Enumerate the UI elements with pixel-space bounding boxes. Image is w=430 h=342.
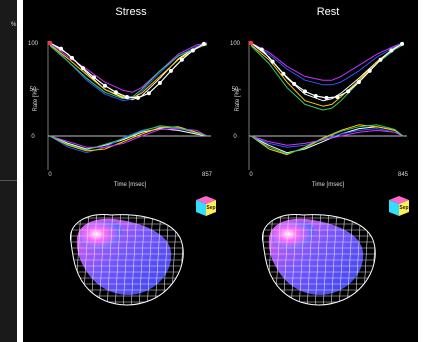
rest-marker-point bbox=[324, 95, 329, 100]
cube-label: Sep bbox=[399, 205, 408, 211]
stress-marker-point bbox=[190, 48, 195, 53]
stress-marker-point bbox=[168, 68, 173, 73]
rest-xlabel: Time [msec] bbox=[312, 182, 345, 188]
chart-canvas: Stress 100 50 0 Rate [%] 0 857 Time [mse… bbox=[28, 6, 409, 310]
rest-marker-point bbox=[346, 89, 351, 94]
rest-xtick-end: 845 bbox=[398, 172, 409, 178]
cube-right-face bbox=[206, 200, 216, 216]
rest-ylabel: Rate [%] bbox=[235, 88, 241, 111]
stress-marker-point bbox=[91, 75, 96, 80]
rest-start-marker bbox=[248, 40, 254, 46]
inner-cap bbox=[271, 221, 315, 250]
stress-ytick-100: 100 bbox=[28, 41, 39, 47]
rest-series-4 bbox=[250, 44, 404, 111]
rest-orientation-cube[interactable]: Sep bbox=[389, 196, 409, 216]
stress-xtick-end: 857 bbox=[202, 172, 213, 178]
stress-marker-point bbox=[157, 80, 162, 85]
stress-marker-point bbox=[201, 41, 206, 46]
cube-label: Sep bbox=[206, 205, 215, 211]
left-strip-divider bbox=[0, 180, 17, 181]
rest-lower-series-2 bbox=[250, 124, 404, 156]
outer-shell bbox=[69, 214, 184, 306]
stress-marker-point bbox=[113, 90, 118, 95]
rest-marker-point bbox=[335, 94, 340, 99]
rest-marker-point bbox=[378, 57, 383, 62]
stress-marker-point bbox=[58, 46, 63, 51]
rest-marker-point bbox=[281, 71, 286, 76]
rest-marker-point bbox=[389, 48, 394, 53]
wire-mesh bbox=[70, 214, 184, 305]
rest-marker-point bbox=[302, 89, 307, 94]
rest-series-1 bbox=[250, 42, 404, 86]
rest-lower-series-1 bbox=[250, 128, 404, 148]
rest-title: Rest bbox=[317, 6, 340, 18]
right-margin bbox=[418, 0, 430, 342]
stress-series-3 bbox=[49, 42, 208, 93]
rest-lower-series-3 bbox=[250, 129, 404, 146]
stress-marker-point bbox=[80, 66, 85, 71]
stress-orientation-cube[interactable]: Sep bbox=[196, 196, 216, 216]
stress-marker-point bbox=[146, 91, 151, 96]
rest-marker-point bbox=[292, 81, 297, 86]
stress-lower-series-3 bbox=[49, 128, 208, 148]
stress-marker-point bbox=[124, 94, 129, 99]
stress-xtick-start: 0 bbox=[48, 172, 52, 178]
plot-layer bbox=[47, 40, 407, 170]
rest-ytick-50: 50 bbox=[232, 87, 239, 93]
stress-lower-series-4 bbox=[49, 125, 208, 151]
rest-marker-point bbox=[367, 68, 372, 73]
rest-series-3 bbox=[250, 42, 404, 81]
stress-lower-series-2 bbox=[49, 126, 208, 152]
stress-xlabel: Time [msec] bbox=[114, 182, 147, 188]
rest-marker-point bbox=[270, 59, 275, 64]
left-strip-mark: % bbox=[11, 22, 17, 28]
inner-cap bbox=[79, 221, 123, 250]
stress-title: Stress bbox=[115, 6, 147, 18]
rest-3d-heart[interactable] bbox=[255, 208, 385, 310]
viewer-panel: Stress 100 50 0 Rate [%] 0 857 Time [mse… bbox=[23, 0, 418, 342]
stress-start-marker bbox=[47, 40, 53, 46]
stress-ytick-50: 50 bbox=[30, 87, 37, 93]
stress-marker-point bbox=[179, 57, 184, 62]
rest-marker-point bbox=[400, 41, 405, 46]
cube-right-face bbox=[399, 200, 409, 216]
stress-lower-series-0 bbox=[49, 128, 208, 150]
stress-marker-point bbox=[69, 55, 74, 60]
rest-ytick-100: 100 bbox=[230, 41, 241, 47]
rest-ytick-0: 0 bbox=[233, 134, 237, 140]
cube-left-face bbox=[389, 200, 399, 216]
rest-series-0 bbox=[250, 42, 404, 102]
rest-marker-point bbox=[356, 80, 361, 85]
cube-left-face bbox=[196, 200, 206, 216]
stress-ylabel: Rate [%] bbox=[33, 88, 39, 111]
stress-marker-line bbox=[49, 42, 205, 99]
outer-shell bbox=[261, 214, 376, 306]
rest-marker-point bbox=[259, 47, 264, 52]
stress-3d-heart[interactable] bbox=[63, 208, 193, 310]
separator bbox=[17, 0, 23, 342]
stress-ytick-0: 0 bbox=[31, 134, 35, 140]
rest-lower-series-4 bbox=[250, 124, 404, 155]
wire-mesh bbox=[262, 214, 376, 305]
stress-marker-point bbox=[135, 95, 140, 100]
stress-marker-point bbox=[102, 83, 107, 88]
left-panel-strip: % bbox=[0, 0, 17, 342]
rest-xtick-start: 0 bbox=[249, 172, 253, 178]
rest-marker-point bbox=[313, 94, 318, 99]
